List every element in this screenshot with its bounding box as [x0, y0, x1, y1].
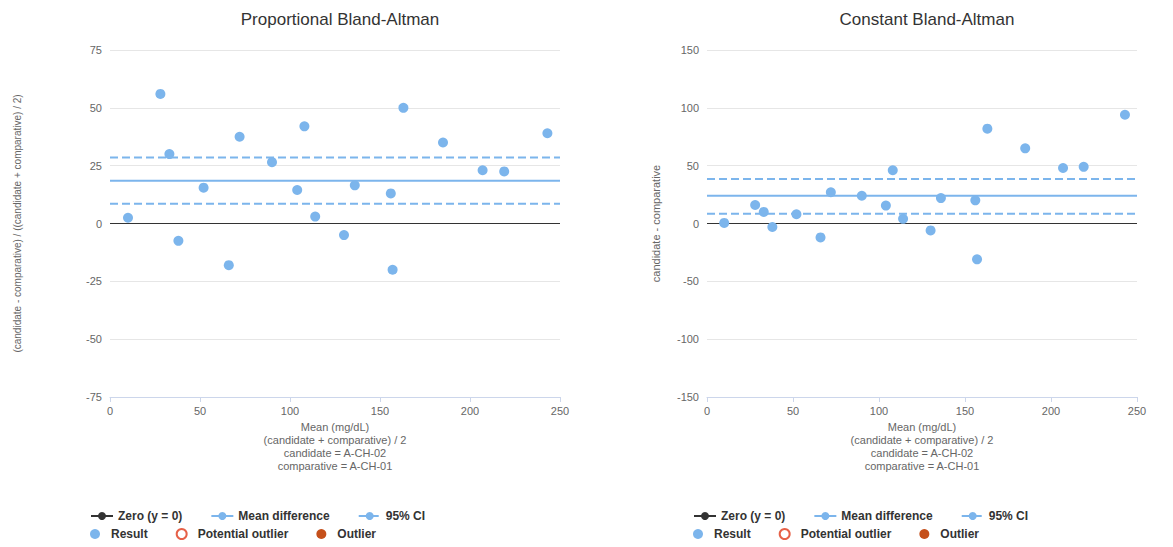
svg-text:candidate - comparative: candidate - comparative — [650, 165, 662, 282]
svg-text:candidate = A-CH-02: candidate = A-CH-02 — [284, 447, 386, 459]
svg-text:(candidate - comparative) / ((: (candidate - comparative) / ((candidate … — [12, 94, 23, 352]
svg-text:100: 100 — [870, 405, 888, 417]
svg-text:Potential outlier: Potential outlier — [198, 527, 289, 541]
svg-text:Mean difference: Mean difference — [238, 509, 330, 523]
svg-text:95% CI: 95% CI — [989, 509, 1028, 523]
svg-text:-50: -50 — [86, 333, 102, 345]
svg-text:0: 0 — [107, 405, 113, 417]
svg-text:Mean difference: Mean difference — [841, 509, 933, 523]
svg-text:-150: -150 — [677, 391, 699, 403]
svg-text:(candidate + comparative) / 2: (candidate + comparative) / 2 — [851, 434, 994, 446]
svg-text:50: 50 — [687, 160, 699, 172]
svg-text:candidate = A-CH-02: candidate = A-CH-02 — [871, 447, 973, 459]
svg-text:Proportional Bland-Altman: Proportional Bland-Altman — [241, 10, 439, 29]
svg-text:25: 25 — [90, 160, 102, 172]
svg-text:Result: Result — [714, 527, 751, 541]
svg-text:0: 0 — [693, 218, 699, 230]
svg-text:Mean (mg/dL): Mean (mg/dL) — [301, 421, 369, 433]
svg-text:Mean (mg/dL): Mean (mg/dL) — [888, 421, 956, 433]
svg-text:95% CI: 95% CI — [386, 509, 425, 523]
svg-text:0: 0 — [96, 218, 102, 230]
svg-text:150: 150 — [371, 405, 389, 417]
svg-text:-75: -75 — [86, 391, 102, 403]
svg-text:(candidate + comparative) / 2: (candidate + comparative) / 2 — [264, 434, 407, 446]
svg-text:Potential outlier: Potential outlier — [801, 527, 892, 541]
svg-text:Zero (y = 0): Zero (y = 0) — [118, 509, 182, 523]
svg-text:200: 200 — [461, 405, 479, 417]
svg-text:Zero (y = 0): Zero (y = 0) — [721, 509, 785, 523]
svg-text:100: 100 — [681, 102, 699, 114]
svg-text:-50: -50 — [683, 275, 699, 287]
svg-text:200: 200 — [1042, 405, 1060, 417]
svg-text:Constant Bland-Altman: Constant Bland-Altman — [840, 10, 1015, 29]
svg-text:100: 100 — [281, 405, 299, 417]
svg-text:comparative = A-CH-01: comparative = A-CH-01 — [865, 460, 980, 472]
svg-text:0: 0 — [704, 405, 710, 417]
svg-text:75: 75 — [90, 44, 102, 56]
svg-text:150: 150 — [956, 405, 974, 417]
svg-text:-100: -100 — [677, 333, 699, 345]
svg-text:50: 50 — [194, 405, 206, 417]
svg-text:50: 50 — [787, 405, 799, 417]
svg-text:comparative = A-CH-01: comparative = A-CH-01 — [278, 460, 393, 472]
svg-text:250: 250 — [1128, 405, 1146, 417]
svg-text:50: 50 — [90, 102, 102, 114]
svg-text:-25: -25 — [86, 275, 102, 287]
svg-text:Outlier: Outlier — [337, 527, 376, 541]
svg-text:Outlier: Outlier — [940, 527, 979, 541]
svg-text:150: 150 — [681, 44, 699, 56]
svg-text:250: 250 — [551, 405, 569, 417]
svg-text:Result: Result — [111, 527, 148, 541]
